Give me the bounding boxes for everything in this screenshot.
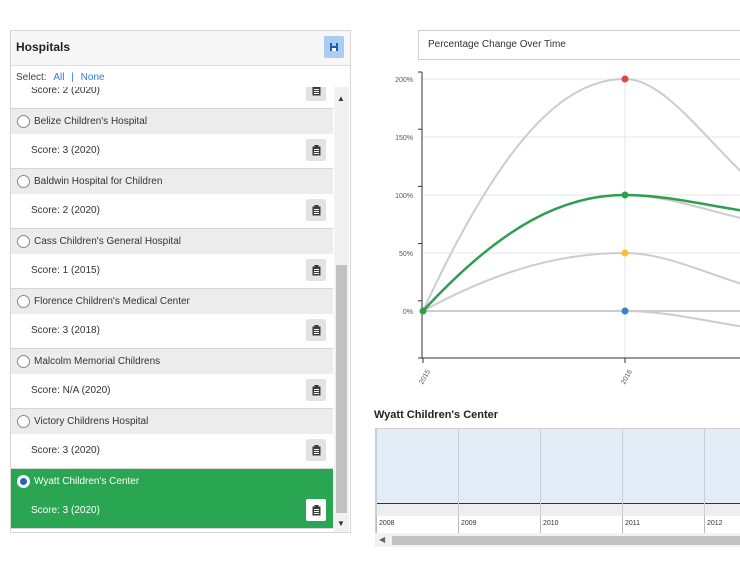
hospital-name: Belize Children's Hospital bbox=[34, 116, 148, 127]
hospital-name-row[interactable]: Baldwin Hospital for Children bbox=[11, 169, 333, 194]
data-point-marker bbox=[621, 307, 629, 315]
clipboard-icon[interactable] bbox=[306, 139, 326, 161]
hospital-score: Score: 3 (2018) bbox=[31, 325, 100, 336]
scroll-down-icon[interactable]: ▼ bbox=[337, 519, 345, 528]
y-tick-label: 200% bbox=[395, 77, 413, 84]
data-point-marker bbox=[419, 307, 427, 315]
hospital-score: Score: 2 (2020) bbox=[31, 205, 100, 216]
scrollbar-thumb[interactable] bbox=[336, 265, 347, 513]
hospital-name-row[interactable]: Belize Children's Hospital bbox=[11, 109, 333, 134]
hospital-score: Score: N/A (2020) bbox=[31, 385, 111, 396]
data-point-marker bbox=[621, 249, 629, 257]
timeline-year-column bbox=[704, 429, 740, 517]
data-point-marker bbox=[621, 191, 629, 199]
scroll-up-icon[interactable]: ▲ bbox=[337, 94, 345, 103]
clipboard-icon[interactable] bbox=[306, 319, 326, 341]
hospital-score: Score: 1 (2015) bbox=[31, 265, 100, 276]
metric-dropdown[interactable]: Percentage Change Over Time bbox=[418, 30, 740, 60]
hospital-name: Baldwin Hospital for Children bbox=[34, 176, 163, 187]
y-tick-label: 50% bbox=[399, 251, 413, 258]
panel-header: Hospitals bbox=[11, 31, 350, 66]
select-separator: | bbox=[71, 72, 74, 83]
radio-button[interactable] bbox=[17, 295, 30, 308]
timeline-baseline bbox=[376, 503, 740, 504]
clipboard-icon[interactable] bbox=[306, 199, 326, 221]
hospital-score-row: Score: 3 (2020) bbox=[11, 494, 333, 529]
save-icon bbox=[330, 43, 338, 51]
radio-button[interactable] bbox=[17, 175, 30, 188]
clipboard-icon[interactable] bbox=[306, 499, 326, 521]
radio-button[interactable] bbox=[17, 235, 30, 248]
timeline-scrollbar-thumb[interactable] bbox=[392, 536, 740, 545]
hospital-score-row: Score: 1 (2015) bbox=[11, 254, 333, 289]
y-tick-label: 0% bbox=[403, 309, 413, 316]
hospital-name: Wyatt Children's Center bbox=[34, 476, 140, 487]
hospital-name-row[interactable]: Victory Childrens Hospital bbox=[11, 409, 333, 434]
panel-title: Hospitals bbox=[16, 40, 71, 54]
hospital-name-row[interactable]: Cass Children's General Hospital bbox=[11, 229, 333, 254]
hospital-score-row: Score: 3 (2020) bbox=[11, 134, 333, 169]
center-name: Wyatt Children's Center bbox=[374, 409, 499, 421]
radio-button[interactable] bbox=[17, 355, 30, 368]
hospital-score: Score: 3 (2020) bbox=[31, 445, 100, 456]
hospital-score-row: Score: N/A (2020) bbox=[11, 374, 333, 409]
radio-button[interactable] bbox=[17, 475, 30, 488]
hospital-name-row[interactable]: Wyatt Children's Center bbox=[11, 469, 333, 494]
hospital-name-row[interactable]: Malcolm Memorial Childrens bbox=[11, 349, 333, 374]
timeline-year-column bbox=[540, 429, 623, 517]
select-controls: Select: All | None bbox=[16, 72, 105, 83]
list-scrollbar[interactable]: ▲ ▼ bbox=[334, 87, 349, 532]
clipboard-icon[interactable] bbox=[306, 439, 326, 461]
scroll-left-icon[interactable]: ◀ bbox=[379, 535, 386, 544]
y-tick-label: 150% bbox=[395, 135, 413, 142]
dropdown-value: Percentage Change Over Time bbox=[428, 39, 566, 50]
y-tick-label: 100% bbox=[395, 193, 413, 200]
hospital-score-row: Score: 2 (2020) bbox=[11, 87, 333, 109]
timeline-year-label: 2012 bbox=[707, 520, 723, 527]
clipboard-icon[interactable] bbox=[306, 87, 326, 101]
timeline-year-column bbox=[376, 429, 459, 517]
series-line bbox=[422, 251, 740, 312]
timeline-band bbox=[376, 504, 740, 516]
x-tick-label: 2015 bbox=[418, 369, 432, 386]
radio-button[interactable] bbox=[17, 415, 30, 428]
hospital-list: Score: 2 (2020) Belize Children's Hospita… bbox=[11, 87, 333, 532]
x-tick-label: 2016 bbox=[620, 369, 634, 386]
timeline-navigator[interactable]: 2008 2009 2010 2011 2012 bbox=[375, 428, 740, 534]
hospital-score: Score: 3 (2020) bbox=[31, 505, 100, 516]
timeline-year-column bbox=[622, 429, 705, 517]
data-point-marker bbox=[621, 75, 629, 83]
select-label: Select: bbox=[16, 72, 47, 83]
percentage-change-chart: 0% 50% 100% 150% 200% 2015 2016 bbox=[395, 71, 740, 386]
timeline-tick bbox=[376, 516, 377, 533]
hospital-score: Score: 2 (2020) bbox=[31, 87, 100, 96]
save-button[interactable] bbox=[324, 36, 344, 58]
timeline-year-label: 2011 bbox=[625, 520, 641, 527]
timeline-year-label: 2009 bbox=[461, 520, 477, 527]
hospital-score-row: Score: 3 (2018) bbox=[11, 314, 333, 349]
hospital-name-row[interactable]: Florence Children's Medical Center bbox=[11, 289, 333, 314]
clipboard-icon[interactable] bbox=[306, 259, 326, 281]
hospital-name: Florence Children's Medical Center bbox=[34, 296, 190, 307]
select-all-link[interactable]: All bbox=[53, 72, 65, 83]
select-none-link[interactable]: None bbox=[80, 72, 105, 83]
timeline-tick bbox=[540, 516, 541, 533]
timeline-tick bbox=[704, 516, 705, 533]
hospital-score: Score: 3 (2020) bbox=[31, 145, 100, 156]
timeline-tick bbox=[622, 516, 623, 533]
timeline-tick bbox=[458, 516, 459, 533]
hospital-name: Malcolm Memorial Childrens bbox=[34, 356, 161, 367]
timeline-year-label: 2008 bbox=[379, 520, 395, 527]
series-line bbox=[423, 310, 740, 328]
timeline-scrollbar[interactable]: ◀ bbox=[375, 533, 740, 547]
clipboard-icon[interactable] bbox=[306, 379, 326, 401]
hospital-name: Cass Children's General Hospital bbox=[34, 236, 181, 247]
hospitals-panel: Hospitals Select: All | None Score: 2 (2… bbox=[10, 30, 351, 533]
timeline-year-label: 2010 bbox=[543, 520, 559, 527]
timeline-year-column bbox=[458, 429, 541, 517]
hospital-score-row: Score: 3 (2020) bbox=[11, 434, 333, 469]
radio-button[interactable] bbox=[17, 115, 30, 128]
hospital-score-row: Score: 2 (2020) bbox=[11, 194, 333, 229]
hospital-name: Victory Childrens Hospital bbox=[34, 416, 149, 427]
